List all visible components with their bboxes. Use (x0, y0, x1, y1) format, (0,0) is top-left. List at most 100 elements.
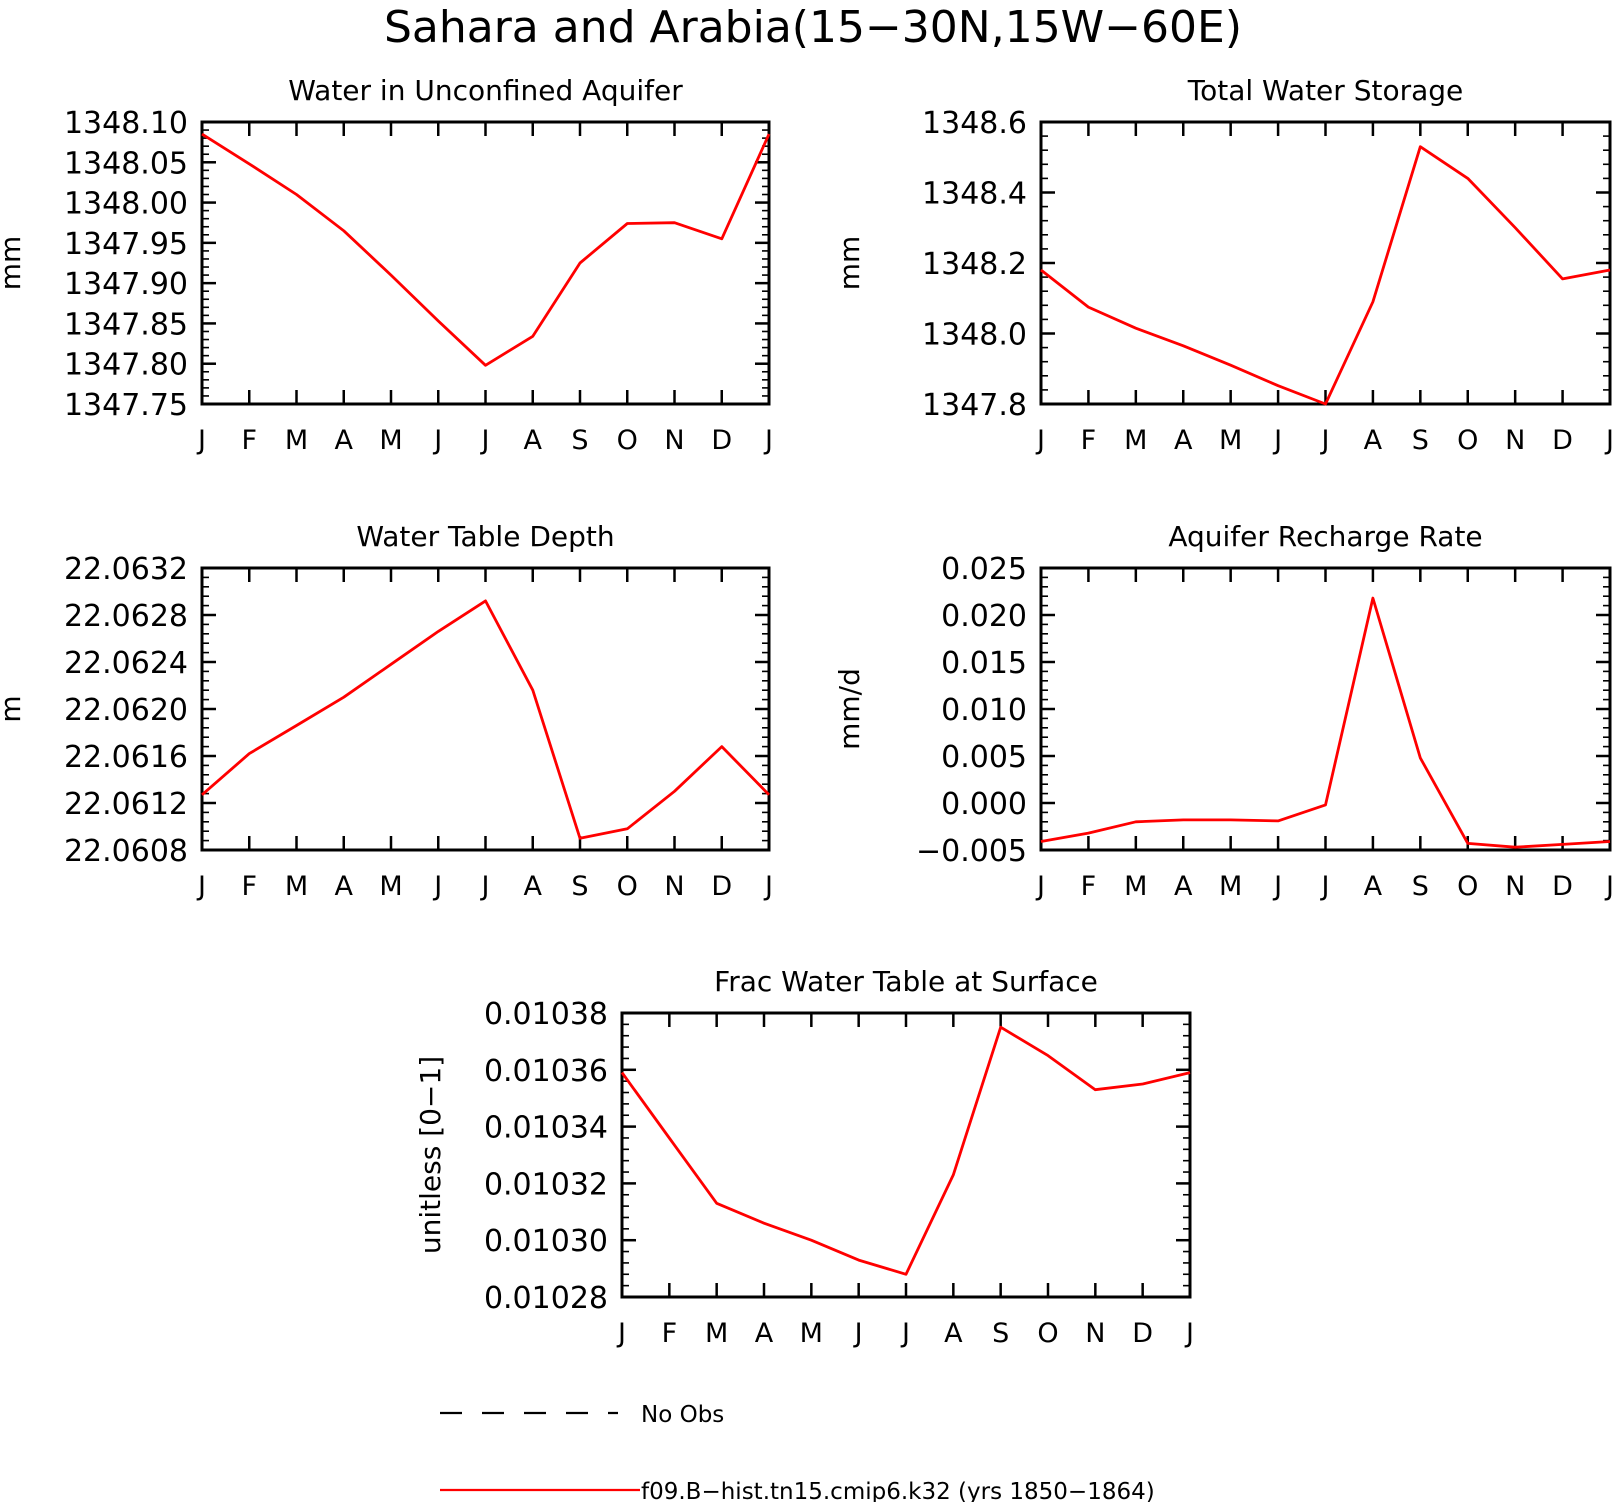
y-tick-label: 1347.90 (64, 267, 188, 302)
y-tick-label: 0.000 (941, 787, 1027, 822)
y-tick-label: 1347.95 (64, 227, 188, 262)
x-tick-label: J (1035, 871, 1045, 902)
x-tick-label: A (524, 871, 543, 902)
y-tick-label: 0.01030 (484, 1224, 608, 1259)
y-tick-label: 1347.85 (64, 307, 188, 342)
x-tick-label: J (1272, 871, 1282, 902)
series-line (201, 132, 771, 367)
y-tick-label: 1348.2 (922, 247, 1027, 282)
x-tick-label: J (1272, 425, 1282, 456)
y-axis-label: m (0, 695, 27, 722)
y-tick-label: 22.0624 (64, 646, 188, 681)
chart-title: Total Water Storage (1187, 74, 1464, 107)
x-tick-label: D (711, 871, 732, 902)
x-tick-label: M (285, 425, 308, 456)
x-tick-label: A (1174, 871, 1193, 902)
y-tick-label: 0.010 (941, 693, 1027, 728)
x-tick-label: D (1132, 1318, 1153, 1349)
x-tick-label: A (335, 871, 354, 902)
series-line (201, 599, 771, 840)
y-tick-label: 1347.75 (64, 388, 188, 423)
x-tick-label: M (1124, 871, 1147, 902)
y-tick-label: 22.0628 (64, 599, 188, 634)
x-tick-label: J (432, 425, 442, 456)
x-tick-label: J (1184, 1318, 1194, 1349)
y-tick-label: 0.01036 (484, 1054, 608, 1089)
x-tick-label: J (432, 871, 442, 902)
y-tick-label: 1347.80 (64, 348, 188, 383)
y-tick-label: 22.0612 (64, 787, 188, 822)
x-tick-label: A (1364, 871, 1383, 902)
y-tick-label: 0.025 (941, 552, 1027, 587)
x-tick-label: D (1552, 871, 1573, 902)
y-tick-label: 1348.05 (64, 146, 188, 181)
plot-frame (1039, 120, 1612, 406)
x-tick-label: F (662, 1318, 678, 1349)
x-tick-label: D (1552, 425, 1573, 456)
x-tick-label: J (1604, 871, 1614, 902)
x-tick-label: J (853, 1318, 863, 1349)
series-line (620, 1025, 1191, 1276)
x-tick-label: J (196, 425, 206, 456)
y-tick-label: 1348.4 (922, 177, 1027, 212)
x-tick-label: A (524, 425, 543, 456)
x-tick-label: S (571, 871, 588, 902)
y-tick-label: 0.01028 (484, 1281, 608, 1316)
x-tick-label: M (1219, 871, 1242, 902)
legend-label-model: f09.B−hist.tn15.cmip6.k32 (yrs 1850−1864… (641, 1479, 1155, 1502)
chart-frac-water-table-at-surface: Frac Water Table at Surface unitless [0−1… (414, 965, 1194, 1349)
x-tick-label: J (480, 425, 490, 456)
y-tick-label: 22.0616 (64, 740, 188, 775)
x-tick-label: J (196, 871, 206, 902)
x-tick-label: M (285, 871, 308, 902)
x-tick-label: S (1412, 871, 1429, 902)
x-tick-label: N (1085, 1318, 1105, 1349)
x-tick-label: O (617, 425, 638, 456)
y-tick-label: 0.01032 (484, 1167, 608, 1202)
x-tick-label: M (1124, 425, 1147, 456)
x-tick-label: F (1081, 425, 1097, 456)
y-tick-label: 22.0620 (64, 693, 188, 728)
y-tick-label: 1348.0 (922, 318, 1027, 353)
x-tick-label: J (763, 871, 773, 902)
y-axis-label: unitless [0−1] (414, 1056, 447, 1254)
x-tick-label: A (1174, 425, 1193, 456)
x-tick-label: M (379, 425, 402, 456)
x-tick-label: N (1505, 425, 1525, 456)
x-tick-label: D (711, 425, 732, 456)
y-axis-label: mm (833, 236, 866, 291)
x-tick-label: M (705, 1318, 728, 1349)
chart-title: Aquifer Recharge Rate (1168, 520, 1482, 553)
y-tick-label: 1347.8 (922, 388, 1027, 423)
x-tick-label: O (1457, 425, 1478, 456)
legend: No Obs f09.B−hist.tn15.cmip6.k32 (yrs 18… (440, 1402, 1155, 1502)
x-tick-label: A (335, 425, 354, 456)
x-tick-label: A (755, 1318, 774, 1349)
x-tick-label: J (480, 871, 490, 902)
legend-label-no-obs: No Obs (641, 1402, 724, 1428)
chart-title: Water Table Depth (356, 520, 614, 553)
x-tick-label: F (241, 425, 257, 456)
x-tick-label: A (944, 1318, 963, 1349)
plot-frame (200, 566, 771, 852)
x-tick-label: O (617, 871, 638, 902)
x-tick-label: S (571, 425, 588, 456)
y-tick-label: 1348.6 (922, 106, 1027, 141)
x-tick-label: N (664, 871, 684, 902)
series-line (1040, 596, 1611, 849)
x-tick-label: O (1457, 871, 1478, 902)
chart-water-table-depth: Water Table DepthmJFMAMJJASONDJ22.060822… (0, 520, 773, 902)
x-tick-label: J (763, 425, 773, 456)
x-tick-label: S (992, 1318, 1009, 1349)
x-tick-label: J (1604, 425, 1614, 456)
y-tick-label: 22.0632 (64, 552, 188, 587)
x-tick-label: J (616, 1318, 626, 1349)
x-tick-label: F (1081, 871, 1097, 902)
x-tick-label: M (379, 871, 402, 902)
y-tick-label: 0.01038 (484, 997, 608, 1032)
x-tick-label: J (1320, 871, 1330, 902)
x-tick-label: A (1364, 425, 1383, 456)
y-tick-label: 1348.00 (64, 187, 188, 222)
